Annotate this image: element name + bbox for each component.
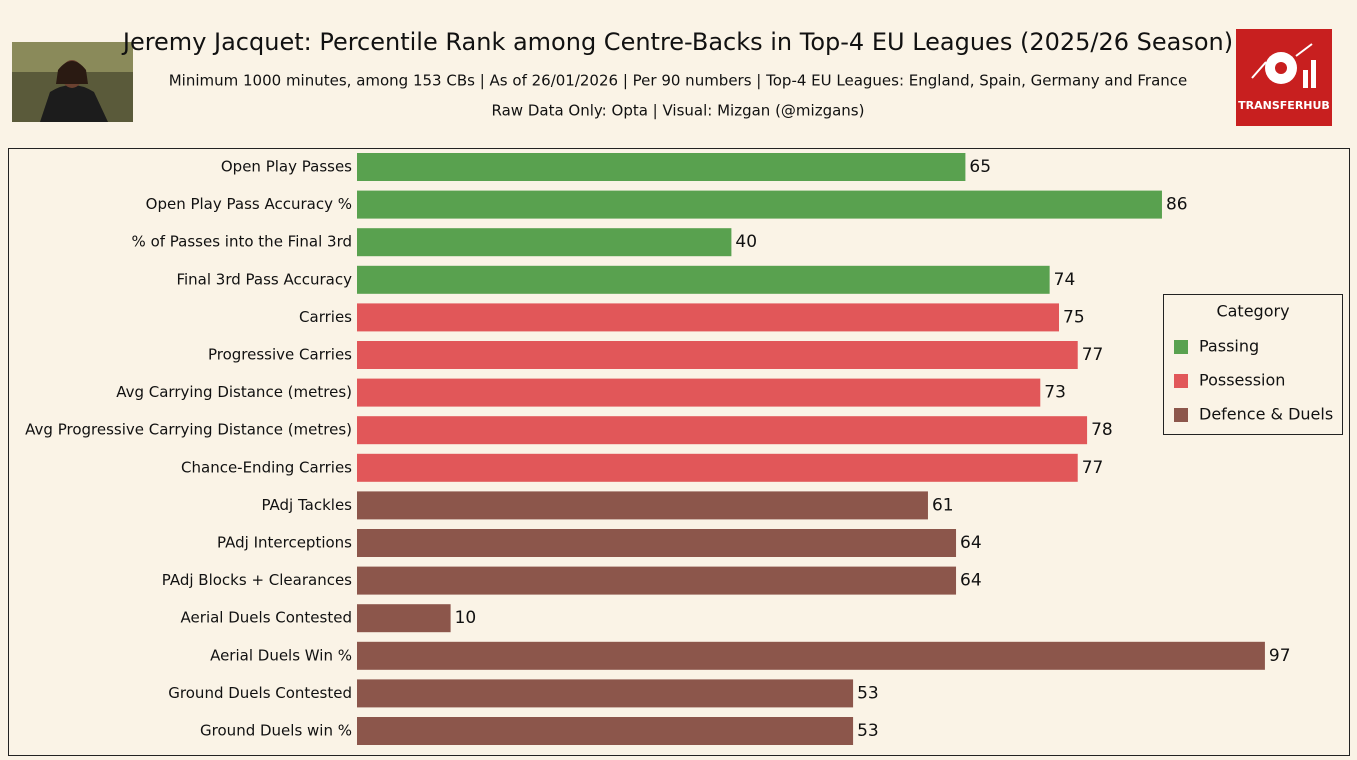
y-tick-label: PAdj Blocks + Clearances (162, 571, 352, 589)
value-label: 86 (1166, 195, 1188, 215)
y-tick-label: PAdj Tackles (261, 496, 352, 514)
y-tick-label: PAdj Interceptions (217, 534, 352, 552)
legend-swatch (1174, 374, 1188, 388)
y-tick-label: Open Play Pass Accuracy % (146, 195, 352, 213)
bar (357, 190, 1162, 219)
value-label: 73 (1044, 383, 1066, 403)
y-tick-label: Ground Duels Contested (168, 684, 352, 702)
credit: Raw Data Only: Opta | Visual: Mizgan (@m… (492, 102, 865, 120)
bar (357, 566, 957, 595)
bar (357, 679, 854, 708)
bar (357, 303, 1059, 332)
legend-swatch (1174, 408, 1188, 422)
bar (357, 153, 966, 181)
value-label: 53 (857, 683, 879, 703)
y-tick-label: Avg Carrying Distance (metres) (116, 383, 352, 401)
bar (357, 378, 1041, 407)
legend-swatch (1174, 340, 1188, 354)
legend-label: Passing (1199, 337, 1259, 356)
bar (357, 416, 1088, 445)
legend-title: Category (1216, 302, 1289, 321)
value-label: 77 (1082, 345, 1104, 365)
chart-title: Jeremy Jacquet: Percentile Rank among Ce… (121, 28, 1233, 56)
player-photo (12, 42, 133, 122)
logo: TRANSFERHUB (1236, 29, 1332, 126)
legend-box (1163, 294, 1343, 435)
bar (357, 604, 451, 633)
bar (357, 453, 1078, 482)
legend-label: Possession (1199, 371, 1285, 390)
bar (357, 641, 1265, 670)
value-label: 74 (1054, 270, 1076, 290)
y-tick-label: Aerial Duels Win % (210, 646, 352, 664)
bar (357, 491, 928, 520)
value-label: 64 (960, 533, 982, 553)
y-tick-label: Progressive Carries (208, 346, 352, 364)
value-label: 64 (960, 571, 982, 591)
value-label: 97 (1269, 646, 1291, 666)
y-tick-label: Aerial Duels Contested (181, 609, 352, 627)
bar (357, 529, 957, 557)
y-tick-label: Avg Progressive Carrying Distance (metre… (25, 421, 352, 439)
legend-label: Defence & Duels (1199, 405, 1333, 424)
bar (357, 717, 854, 745)
logo-text: TRANSFERHUB (1238, 99, 1330, 112)
bar (357, 341, 1078, 369)
value-label: 10 (455, 608, 477, 628)
value-label: 78 (1091, 420, 1113, 440)
y-tick-label: Open Play Passes (221, 158, 352, 176)
y-tick-label: Chance-Ending Carries (181, 458, 352, 476)
bar (357, 265, 1050, 294)
value-label: 75 (1063, 307, 1085, 327)
bar (357, 228, 732, 257)
subtitle: Minimum 1000 minutes, among 153 CBs | As… (169, 72, 1188, 90)
value-label: 53 (857, 721, 879, 741)
y-tick-label: Ground Duels win % (200, 722, 352, 740)
y-tick-label: Final 3rd Pass Accuracy (176, 270, 352, 288)
y-tick-label: Carries (299, 308, 352, 326)
value-label: 77 (1082, 458, 1104, 478)
plot-frame (8, 148, 1350, 756)
value-label: 65 (969, 157, 991, 177)
y-tick-label: % of Passes into the Final 3rd (132, 233, 352, 251)
value-label: 61 (932, 495, 954, 515)
value-label: 40 (735, 232, 757, 252)
